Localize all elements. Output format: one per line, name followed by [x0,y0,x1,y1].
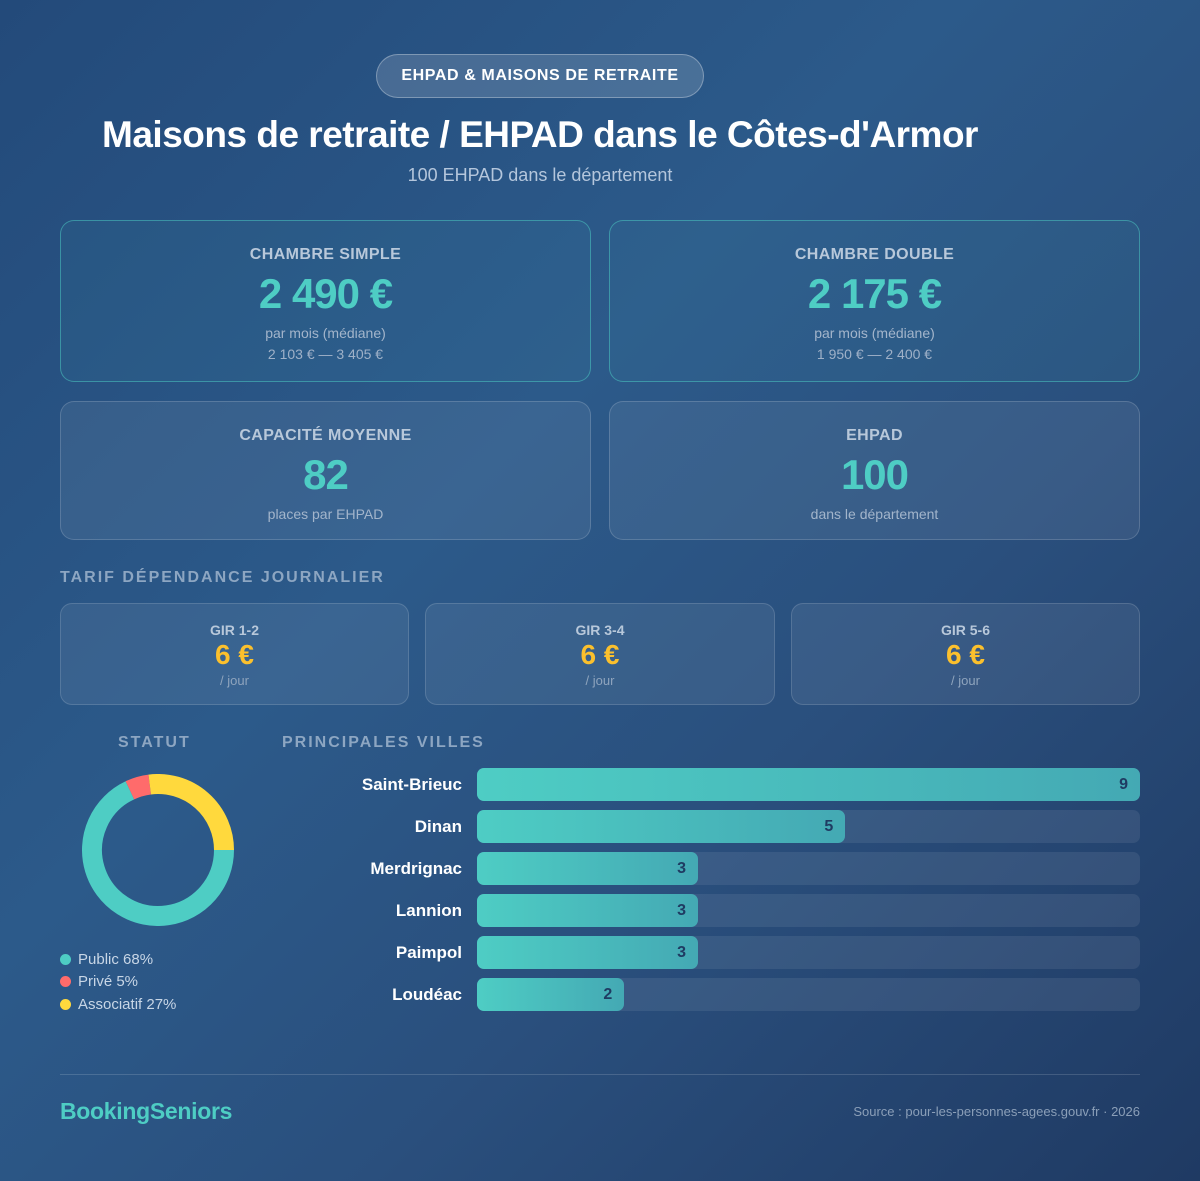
gir-value: 6 € [580,639,620,670]
section-title-villes: PRINCIPALES VILLES [282,734,485,751]
card-sub: par mois (médiane) [265,325,386,341]
bar-value: 3 [677,860,686,877]
villes-bar-chart: Saint-Brieuc 9 Dinan 5 Merdrignac 3 Lann… [282,768,1140,1020]
page-title: Maisons de retraite / EHPAD dans le Côte… [102,114,978,155]
card-value: 2 490 € [258,270,393,317]
gir-label: GIR 1-2 [209,622,259,638]
card-value: 82 [303,451,349,498]
gir-card-3-4: GIR 3-4 6 € / jour [425,603,775,705]
gir-unit: / jour [951,672,980,688]
brand-logo[interactable]: BookingSeniors [60,1098,233,1124]
legend-item-public: Public 68% [60,948,176,971]
donut-segment-public [82,781,234,926]
legend-label: Associatif 27% [78,995,177,1013]
bar-fill: 2 [477,978,625,1011]
card-chambre-double: CHAMBRE DOUBLE 2 175 € par mois (médiane… [609,220,1140,382]
statut-legend: Public 68% Privé 5% Associatif 27% [60,948,176,1016]
card-ehpad-count: EHPAD 100 dans le département [609,401,1140,540]
gir-value: 6 € [215,639,254,670]
card-sub: par mois (médiane) [814,325,935,341]
bar-value: 3 [677,944,686,961]
gir-label: GIR 3-4 [575,622,625,638]
donut-segment-privé [125,774,152,800]
page-subtitle: 100 EHPAD dans le département [407,165,673,185]
card-value: 2 175 € [807,270,942,317]
card-label: EHPAD [846,427,903,444]
legend-label: Public 68% [78,950,154,968]
gir-card-5-6: GIR 5-6 6 € / jour [791,603,1140,705]
bar-track: 3 [477,894,1140,927]
card-label: CHAMBRE SIMPLE [249,246,402,263]
bar-label: Lannion [395,900,462,920]
bar-row: Loudéac 2 [282,978,1140,1011]
card-sub: places par EHPAD [267,506,384,522]
statut-donut-chart [82,774,234,926]
donut-segment-associatif [148,774,234,851]
gir-label: GIR 5-6 [940,622,990,638]
section-title-statut: STATUT [118,734,191,751]
section-title-dependance: TARIF DÉPENDANCE JOURNALIER [60,569,385,586]
bar-label: Saint-Brieuc [361,774,462,794]
card-value: 100 [840,451,909,498]
gir-unit: / jour [585,672,615,688]
bar-value: 3 [677,902,686,919]
bar-track: 9 [477,768,1140,801]
bar-row: Saint-Brieuc 9 [282,768,1140,801]
bar-fill: 5 [477,810,846,843]
bar-track: 2 [477,978,1140,1011]
bar-row: Dinan 5 [282,810,1140,843]
card-label: CHAMBRE DOUBLE [794,246,955,263]
bar-label: Dinan [414,816,462,836]
bar-label: Merdrignac [370,858,462,878]
card-chambre-simple: CHAMBRE SIMPLE 2 490 € par mois (médiane… [60,220,591,382]
bar-fill: 9 [477,768,1140,801]
category-badge: EHPAD & MAISONS DE RETRAITE [376,54,704,98]
bar-value: 2 [603,986,613,1003]
bar-fill: 3 [477,936,698,969]
bar-label: Paimpol [395,942,462,962]
source-note: Source : pour-les-personnes-agees.gouv.f… [853,1104,1140,1119]
bar-row: Paimpol 3 [282,936,1140,969]
bar-row: Lannion 3 [282,894,1140,927]
bar-row: Merdrignac 3 [282,852,1140,885]
card-range: 2 103 € — 3 405 € [267,346,384,362]
bar-track: 3 [477,936,1140,969]
badge-row: EHPAD & MAISONS DE RETRAITE [0,54,1080,98]
legend-dot-icon [60,976,71,988]
card-capacite-moyenne: CAPACITÉ MOYENNE 82 places par EHPAD [60,401,591,540]
legend-label: Privé 5% [78,973,139,991]
bar-value: 5 [824,818,834,835]
bar-value: 9 [1119,776,1128,793]
legend-dot-icon [60,953,71,965]
bar-track: 3 [477,852,1140,885]
legend-item-associatif: Associatif 27% [60,993,176,1016]
card-sub: dans le département [810,506,939,522]
gir-card-1-2: GIR 1-2 6 € / jour [60,603,409,705]
gir-value: 6 € [946,639,985,670]
footer-divider [60,1074,1140,1075]
legend-item-prive: Privé 5% [60,971,176,994]
gir-unit: / jour [220,672,249,688]
bar-label: Loudéac [392,984,462,1004]
bar-track: 5 [477,810,1140,843]
bar-fill: 3 [477,852,698,885]
card-range: 1 950 € — 2 400 € [816,346,933,362]
bar-fill: 3 [477,894,698,927]
card-label: CAPACITÉ MOYENNE [239,427,412,444]
legend-dot-icon [60,998,71,1010]
